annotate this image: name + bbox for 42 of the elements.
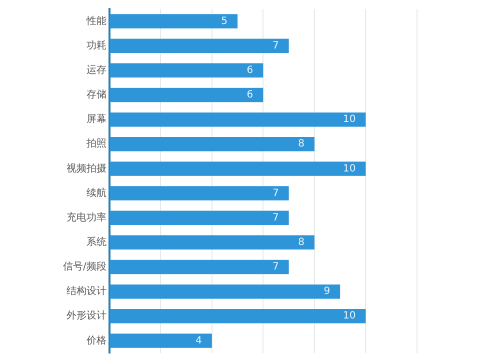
bar xyxy=(110,14,238,28)
y-tick-label: 运存 xyxy=(86,64,106,76)
bar xyxy=(110,38,289,53)
y-tick-label: 充电功率 xyxy=(66,211,106,224)
bar xyxy=(110,260,289,274)
data-label: 7 xyxy=(272,212,279,224)
data-label: 8 xyxy=(298,237,304,248)
data-label: 7 xyxy=(272,40,279,52)
bar xyxy=(110,88,264,102)
bar xyxy=(110,112,366,127)
y-tick-label: 性能 xyxy=(85,14,106,27)
data-label: 9 xyxy=(324,286,330,298)
data-label: 10 xyxy=(342,310,356,322)
y-tick-label: 价格 xyxy=(85,334,106,346)
y-tick-label: 续航 xyxy=(86,186,106,199)
data-label: 8 xyxy=(298,138,304,150)
data-label: 4 xyxy=(196,335,202,346)
y-tick-label: 外形设计 xyxy=(66,310,106,322)
data-label: 10 xyxy=(342,163,356,174)
data-label: 10 xyxy=(342,114,356,126)
bar xyxy=(110,284,340,299)
bar xyxy=(110,309,366,324)
bar xyxy=(110,210,289,225)
bar xyxy=(110,334,212,348)
data-label: 5 xyxy=(221,16,228,27)
bar xyxy=(110,137,314,152)
y-tick-label: 拍照 xyxy=(85,138,106,150)
y-tick-label: 视频拍摄 xyxy=(66,162,106,174)
bar xyxy=(110,186,289,200)
data-label: 7 xyxy=(272,188,279,199)
y-tick-label: 信号/频段 xyxy=(62,260,106,273)
data-label: 6 xyxy=(246,65,254,76)
y-tick-label: 屏幕 xyxy=(86,113,106,126)
y-tick-label: 功耗 xyxy=(86,39,106,52)
bar xyxy=(110,63,264,78)
bar xyxy=(110,162,366,176)
y-tick-label: 系统 xyxy=(86,236,106,248)
y-tick-label: 存储 xyxy=(86,88,106,101)
bar xyxy=(110,235,314,250)
data-label: 7 xyxy=(272,262,279,273)
data-label: 6 xyxy=(246,90,254,101)
y-tick-label: 结构设计 xyxy=(66,285,106,298)
